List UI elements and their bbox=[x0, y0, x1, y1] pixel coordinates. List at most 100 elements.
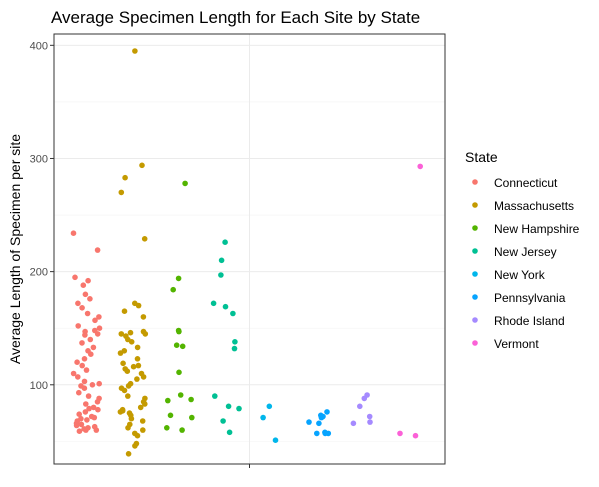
data-point bbox=[318, 414, 325, 421]
data-point bbox=[83, 427, 89, 433]
data-point bbox=[74, 359, 80, 366]
data-point bbox=[81, 385, 88, 392]
data-point bbox=[125, 383, 132, 389]
data-point bbox=[78, 421, 85, 428]
data-point bbox=[222, 239, 228, 245]
data-point bbox=[366, 413, 373, 420]
legend-label: Connecticut bbox=[494, 176, 558, 190]
chart-title: Average Specimen Length for Each Site by… bbox=[51, 8, 420, 27]
legend-key bbox=[472, 317, 478, 323]
data-point bbox=[83, 401, 89, 407]
data-point bbox=[230, 310, 236, 317]
data-point bbox=[306, 419, 312, 425]
data-point bbox=[96, 380, 102, 387]
data-point bbox=[117, 409, 124, 415]
data-point bbox=[90, 344, 97, 351]
data-point bbox=[70, 370, 77, 377]
y-tick-label: 100 bbox=[30, 380, 48, 392]
data-point bbox=[121, 387, 128, 394]
data-point bbox=[324, 409, 330, 415]
data-point bbox=[76, 389, 82, 396]
data-point bbox=[266, 403, 273, 410]
legend-label: Rhode Island bbox=[494, 314, 565, 328]
data-point bbox=[176, 369, 182, 376]
data-point bbox=[86, 405, 92, 412]
series-pennsylvania bbox=[306, 409, 332, 437]
data-point bbox=[96, 325, 103, 332]
grid-layer bbox=[54, 34, 445, 464]
data-point bbox=[132, 443, 138, 449]
data-point bbox=[85, 277, 91, 284]
series-vermont bbox=[397, 163, 424, 439]
legend-label: Massachusetts bbox=[494, 199, 574, 213]
data-point bbox=[134, 356, 141, 362]
data-point bbox=[85, 393, 92, 399]
data-point bbox=[82, 332, 88, 338]
legend-label: Pennsylvania bbox=[494, 291, 566, 305]
data-point bbox=[397, 430, 403, 437]
legend-label: Vermont bbox=[494, 337, 539, 351]
data-point bbox=[83, 367, 90, 373]
legend-key bbox=[472, 271, 478, 277]
legend-key bbox=[472, 294, 478, 300]
data-point bbox=[314, 430, 320, 437]
data-point bbox=[134, 432, 141, 439]
data-point bbox=[188, 396, 194, 403]
data-point bbox=[87, 296, 93, 302]
data-point bbox=[173, 342, 180, 349]
legend-key bbox=[472, 202, 478, 208]
data-point bbox=[175, 275, 182, 282]
data-point bbox=[142, 331, 149, 337]
data-point bbox=[140, 427, 146, 433]
data-point bbox=[73, 422, 80, 429]
data-point bbox=[236, 405, 242, 412]
data-point bbox=[179, 427, 185, 433]
legend-key bbox=[472, 179, 478, 185]
data-point bbox=[350, 420, 357, 427]
y-axis: 100 200 300 400 bbox=[30, 40, 250, 468]
data-point bbox=[316, 420, 322, 427]
legend-key bbox=[472, 225, 478, 231]
data-point bbox=[125, 393, 131, 399]
data-point bbox=[189, 414, 195, 421]
data-point bbox=[72, 274, 78, 281]
data-point bbox=[179, 343, 186, 350]
data-point bbox=[75, 300, 81, 307]
data-point bbox=[212, 393, 218, 399]
series-connecticut bbox=[70, 230, 103, 435]
series-new-york bbox=[260, 403, 279, 444]
data-point bbox=[222, 303, 229, 310]
data-point bbox=[139, 162, 145, 169]
series-rhode-island bbox=[350, 392, 373, 427]
data-point bbox=[82, 409, 89, 415]
data-point bbox=[117, 350, 124, 356]
data-point bbox=[82, 291, 89, 298]
data-point bbox=[357, 403, 363, 410]
data-point bbox=[322, 430, 329, 437]
data-point bbox=[122, 174, 128, 181]
legend-key bbox=[472, 340, 478, 346]
data-point bbox=[176, 328, 182, 335]
data-point bbox=[130, 363, 137, 370]
data-point bbox=[75, 323, 81, 329]
data-point bbox=[135, 302, 142, 309]
data-point bbox=[89, 382, 96, 388]
data-point bbox=[92, 317, 98, 324]
data-point bbox=[170, 286, 176, 293]
data-point bbox=[412, 432, 419, 439]
data-point bbox=[95, 406, 101, 413]
data-point bbox=[94, 399, 101, 405]
y-tick-label: 300 bbox=[30, 153, 48, 165]
series-new-jersey bbox=[210, 239, 242, 436]
data-point bbox=[87, 336, 94, 343]
data-point bbox=[272, 437, 279, 444]
data-point bbox=[260, 414, 266, 421]
legend: State Connecticut Massachusetts New Hampsh… bbox=[465, 149, 580, 351]
legend-label: New York bbox=[494, 268, 546, 282]
data-point bbox=[232, 339, 238, 345]
data-point bbox=[164, 425, 170, 431]
legend-key bbox=[472, 248, 478, 254]
data-point bbox=[135, 362, 142, 369]
data-point bbox=[94, 247, 101, 253]
data-point bbox=[367, 419, 373, 425]
